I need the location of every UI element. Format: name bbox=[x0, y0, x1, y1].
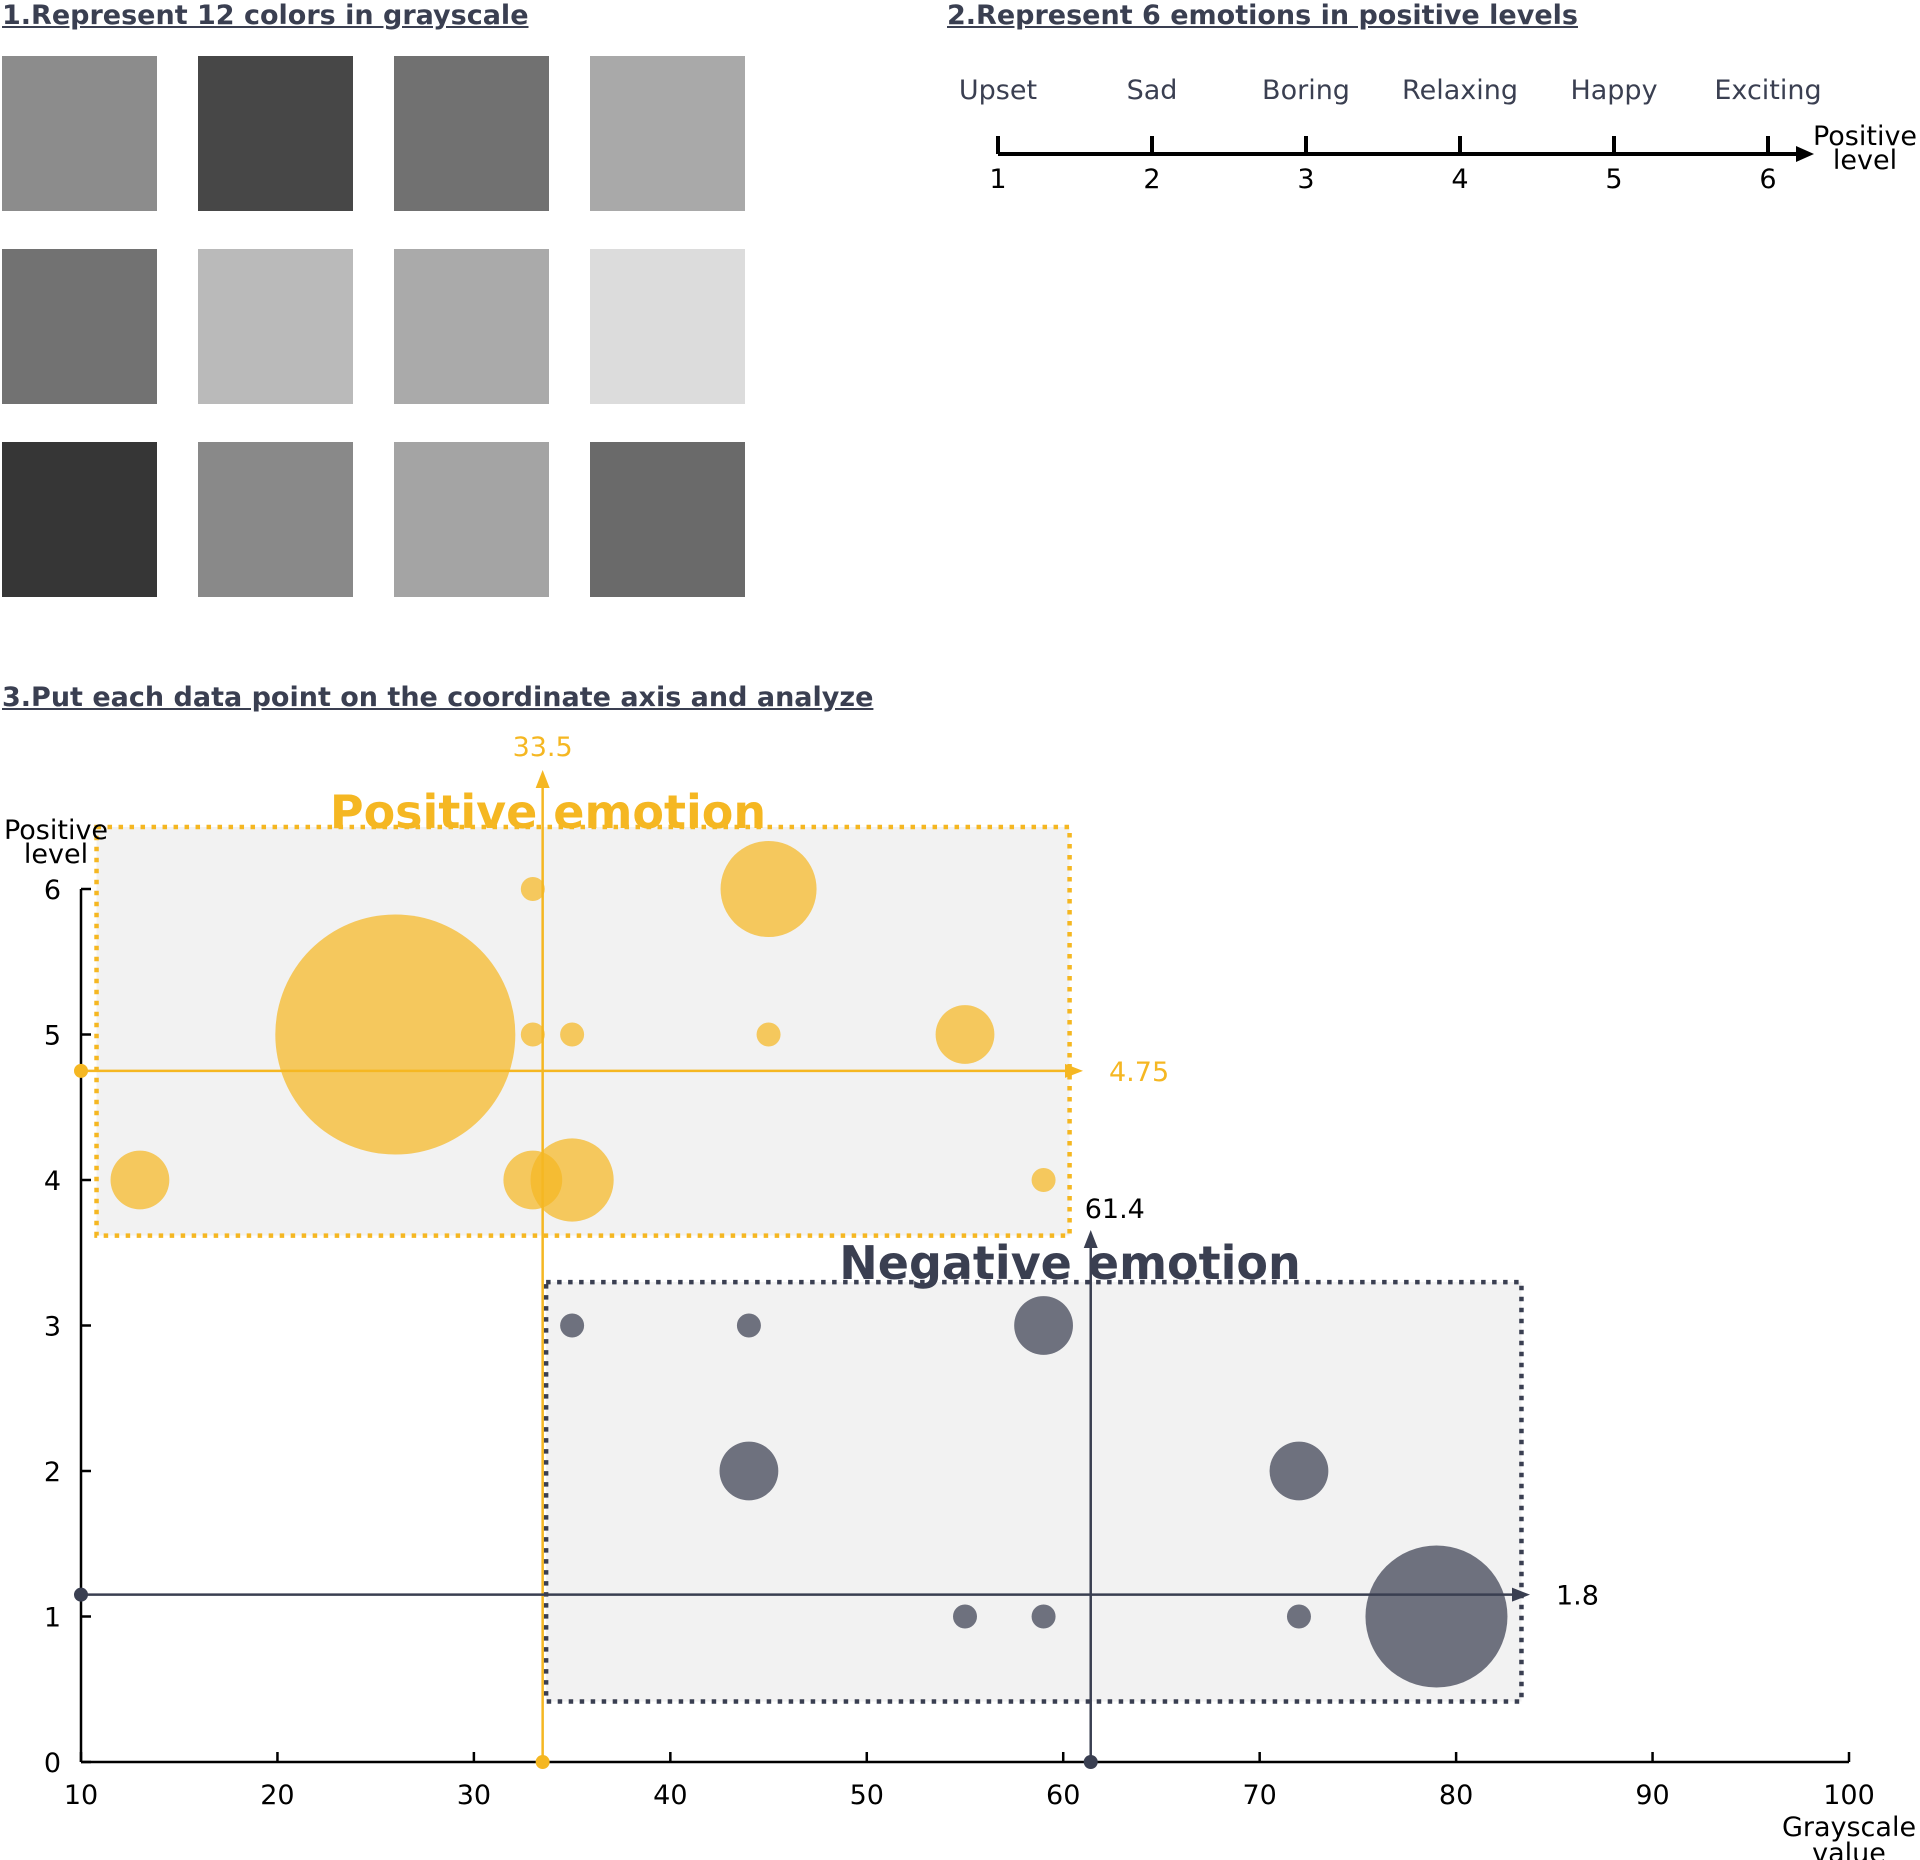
x-tick-label: 70 bbox=[1242, 1780, 1276, 1811]
x-tick-label: 50 bbox=[850, 1780, 884, 1811]
positive-bubble bbox=[720, 841, 817, 937]
negative-bubble bbox=[1014, 1296, 1073, 1355]
positive-bubble bbox=[756, 1022, 781, 1047]
negative-group-label: Negative emotion bbox=[839, 1236, 1300, 1290]
positive-group-label: Positive emotion bbox=[330, 785, 766, 839]
y-axis-title: Positive bbox=[4, 815, 108, 846]
x-tick-label: 60 bbox=[1046, 1780, 1080, 1811]
positive-mean-y-dot bbox=[74, 1063, 88, 1078]
x-tick-label: 90 bbox=[1635, 1780, 1669, 1811]
negative-mean-x-arrow bbox=[1083, 1230, 1098, 1248]
positive-bubble bbox=[560, 1022, 585, 1047]
positive-level-scale: Upset 1 Sad 2 Boring 3 Relaxing 4 Happy 5 Exciting… bbox=[959, 75, 1917, 195]
level-label: 1 bbox=[989, 164, 1006, 195]
emotion-label: Sad bbox=[1127, 75, 1178, 106]
emotion-label: Exciting bbox=[1714, 75, 1821, 106]
y-tick-label: 3 bbox=[44, 1312, 61, 1343]
positive-mean-y-label: 4.75 bbox=[1109, 1057, 1169, 1088]
x-tick-label: 30 bbox=[457, 1780, 491, 1811]
positive-bubble bbox=[275, 914, 516, 1155]
gray-swatch bbox=[394, 249, 549, 404]
section-1-title: 1.Represent 12 colors in grayscale bbox=[2, 0, 529, 31]
level-label: 6 bbox=[1759, 164, 1776, 195]
section-2-title: 2.Represent 6 emotions in positive level… bbox=[947, 0, 1578, 31]
gray-swatch bbox=[198, 442, 353, 597]
gray-swatch bbox=[2, 442, 157, 597]
negative-bubble bbox=[1269, 1441, 1329, 1501]
gray-swatch bbox=[2, 56, 157, 211]
x-axis-title: Grayscale bbox=[1782, 1812, 1916, 1843]
scale-arrow-head bbox=[1796, 146, 1814, 162]
y-tick-label: 5 bbox=[44, 1021, 61, 1052]
x-tick-label: 20 bbox=[260, 1780, 294, 1811]
positive-mean-x-arrow bbox=[535, 770, 550, 788]
positive-bubble bbox=[520, 1022, 545, 1047]
emotion-label: Happy bbox=[1570, 75, 1657, 106]
gray-swatch bbox=[590, 56, 745, 211]
scale-axis-title: level bbox=[1833, 145, 1897, 176]
positive-bubble bbox=[530, 1138, 614, 1222]
emotion-label: Boring bbox=[1262, 75, 1350, 106]
negative-mean-y-label: 1.8 bbox=[1556, 1581, 1599, 1612]
y-tick-label: 2 bbox=[44, 1457, 61, 1488]
negative-bubble bbox=[719, 1441, 779, 1501]
negative-bubble bbox=[1365, 1545, 1508, 1688]
emotion-label: Upset bbox=[959, 75, 1037, 106]
x-tick-label: 40 bbox=[653, 1780, 687, 1811]
x-tick-label: 100 bbox=[1823, 1780, 1875, 1811]
x-tick-label: 80 bbox=[1439, 1780, 1473, 1811]
positive-bubble bbox=[1031, 1168, 1056, 1192]
level-label: 4 bbox=[1451, 164, 1468, 195]
negative-bubble bbox=[953, 1604, 977, 1629]
gray-swatch bbox=[394, 56, 549, 211]
emotion-label: Relaxing bbox=[1402, 75, 1518, 106]
gray-swatch bbox=[2, 249, 157, 404]
negative-mean-x-dot bbox=[1083, 1755, 1098, 1769]
x-axis-title: value bbox=[1812, 1838, 1886, 1860]
section-3-title: 3.Put each data point on the coordinate … bbox=[2, 682, 874, 713]
y-axis-title: level bbox=[24, 839, 88, 870]
level-label: 5 bbox=[1605, 164, 1622, 195]
negative-bubble bbox=[560, 1313, 585, 1338]
x-tick-label: 10 bbox=[64, 1780, 98, 1811]
gray-swatch bbox=[590, 249, 745, 404]
negative-bubble bbox=[1031, 1604, 1056, 1629]
bubble-chart: 10 20 30 40 50 60 70 80 90 100 0 1 2 3 4 5 6 Positiveleve… bbox=[4, 732, 1916, 1860]
positive-bubble bbox=[110, 1150, 170, 1210]
scale-axis-title: Positive bbox=[1813, 121, 1917, 152]
positive-bubble bbox=[520, 877, 545, 901]
negative-mean-x-label: 61.4 bbox=[1085, 1194, 1145, 1225]
y-tick-label: 1 bbox=[44, 1603, 61, 1634]
gray-swatch bbox=[198, 249, 353, 404]
positive-mean-x-label: 33.5 bbox=[513, 732, 573, 763]
gray-swatch bbox=[198, 56, 353, 211]
negative-bubble bbox=[736, 1313, 761, 1338]
level-label: 3 bbox=[1297, 164, 1314, 195]
positive-bubble bbox=[935, 1005, 995, 1064]
gray-swatch bbox=[590, 442, 745, 597]
negative-mean-y-dot bbox=[74, 1587, 88, 1602]
negative-bubble bbox=[1286, 1604, 1311, 1629]
positive-mean-x-dot bbox=[535, 1755, 550, 1769]
positive-mean-y-arrow bbox=[1065, 1063, 1083, 1078]
negative-mean-y-arrow bbox=[1512, 1587, 1530, 1602]
gray-swatch bbox=[394, 442, 549, 597]
y-tick-label: 0 bbox=[44, 1748, 61, 1779]
level-label: 2 bbox=[1143, 164, 1160, 195]
y-tick-label: 6 bbox=[44, 875, 61, 906]
y-tick-label: 4 bbox=[44, 1166, 61, 1197]
